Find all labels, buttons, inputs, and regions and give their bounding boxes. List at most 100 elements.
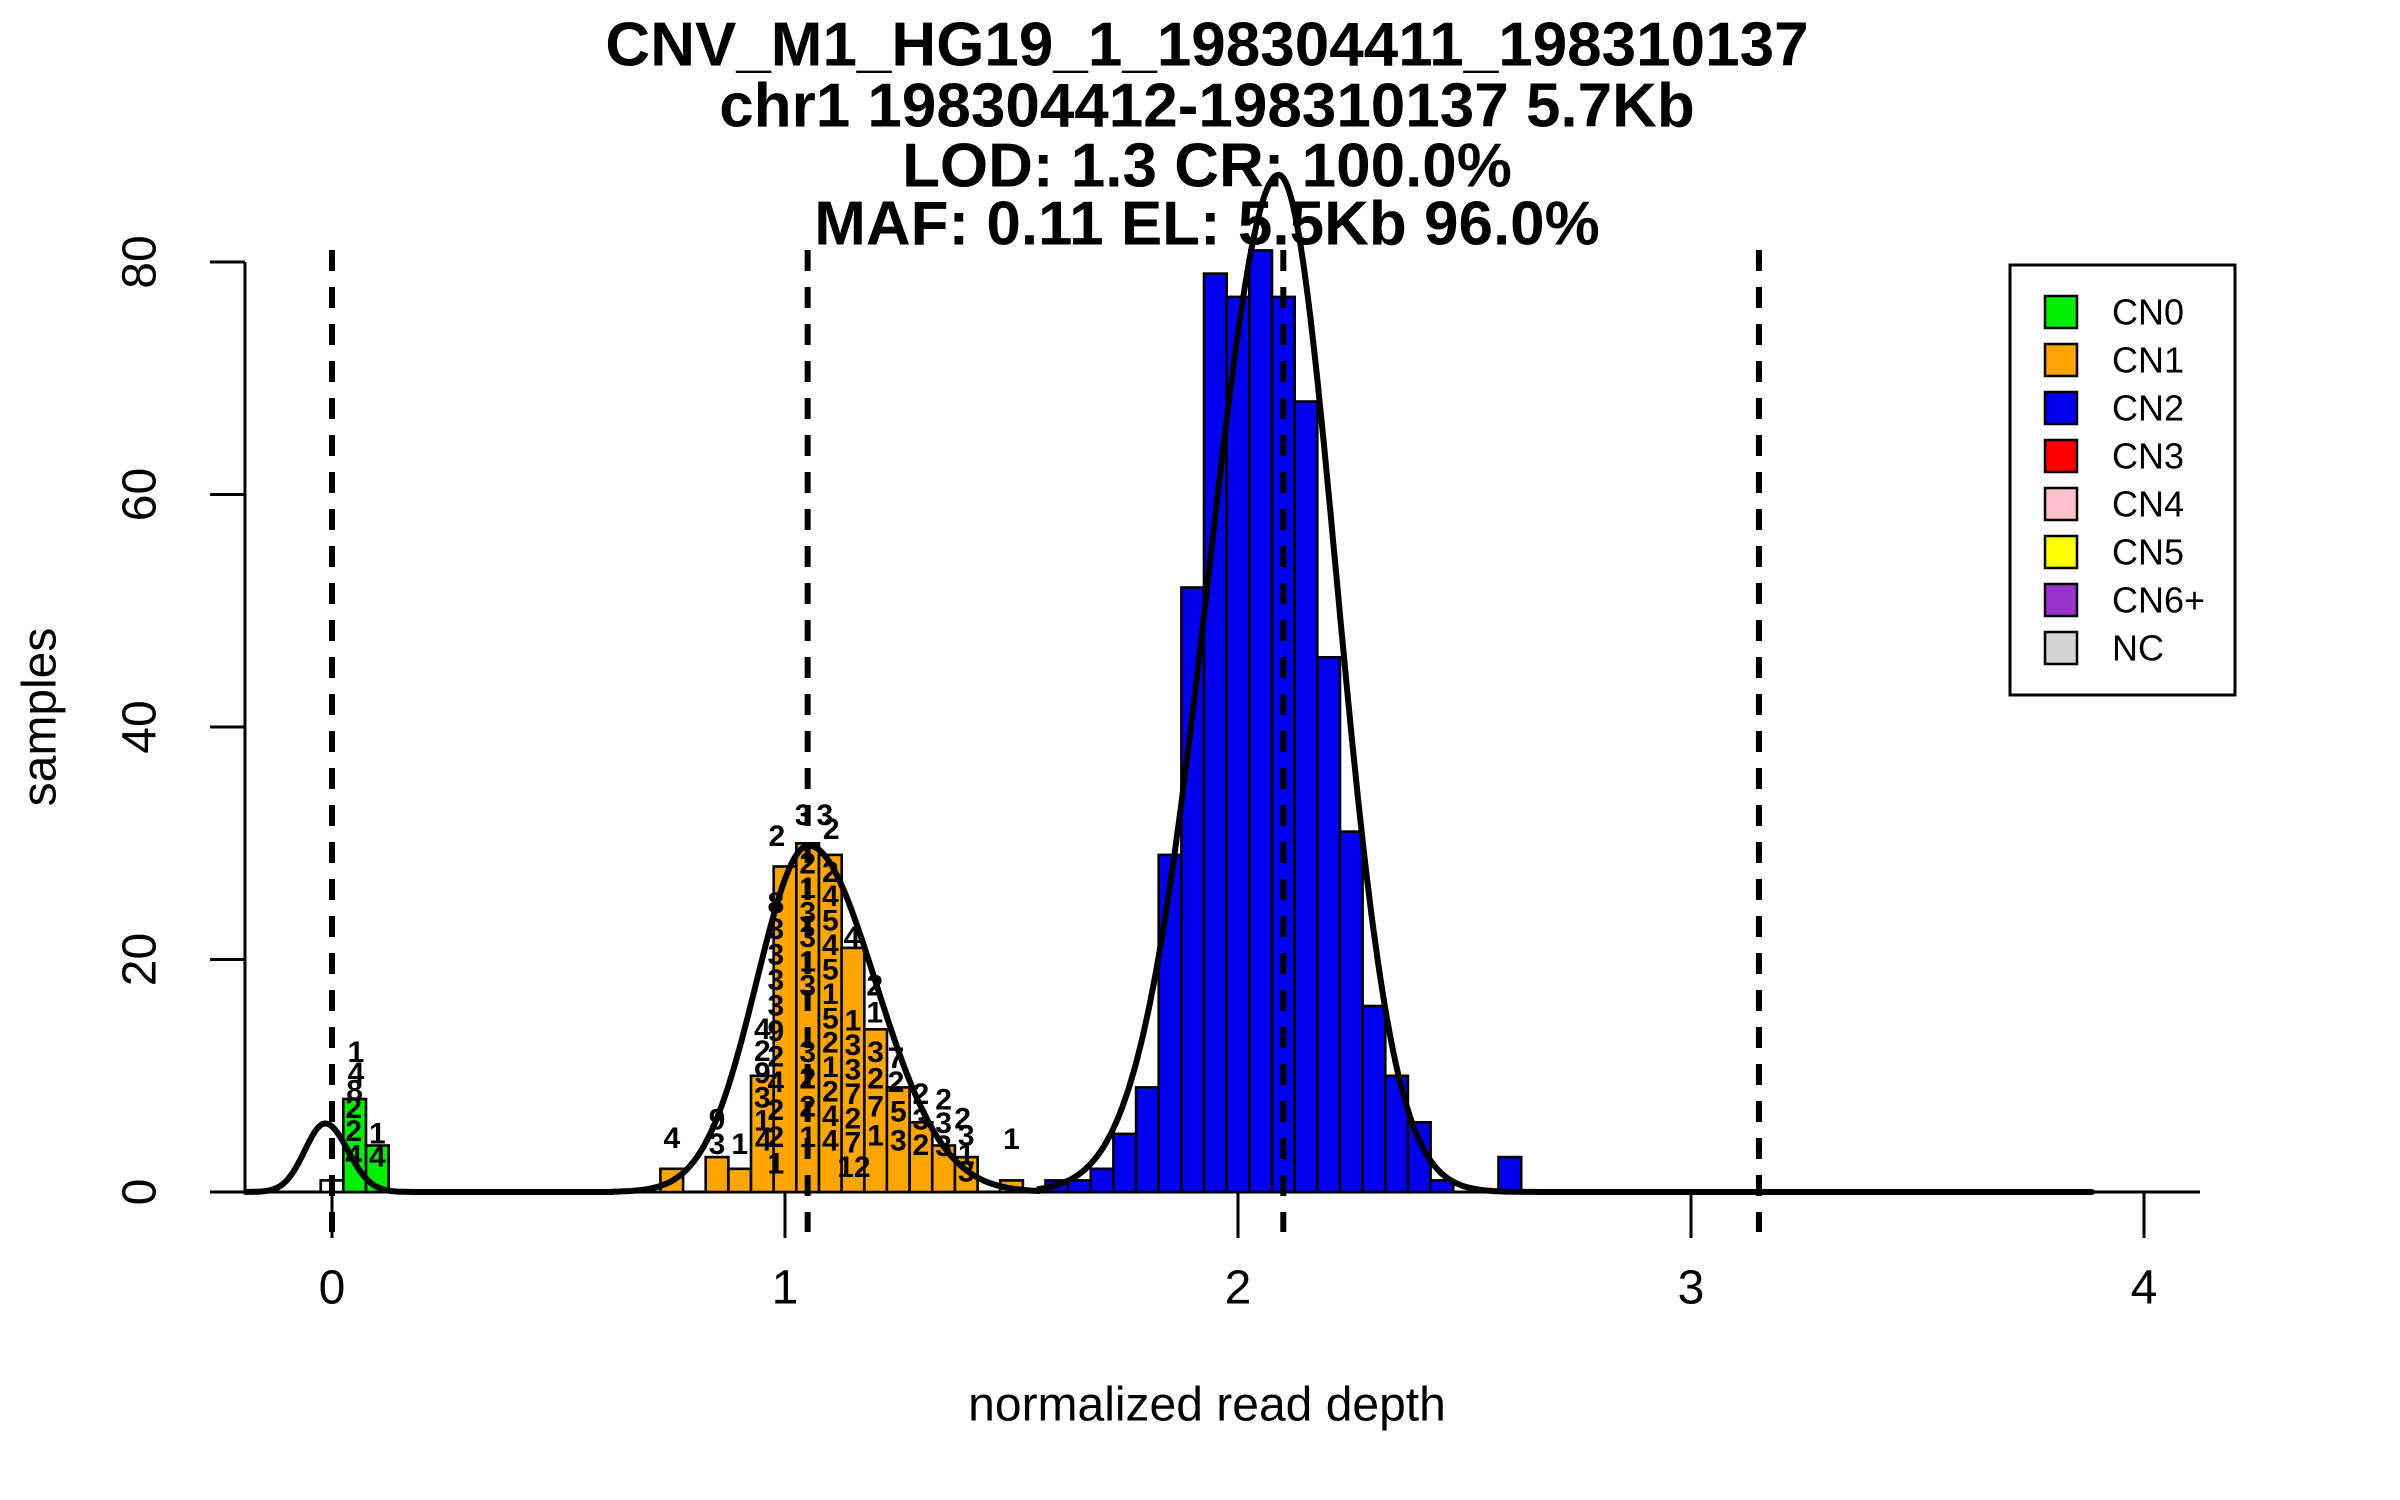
bar-count-label: 4 [768,1066,785,1099]
bar-count-label: 3 [799,970,816,1003]
y-axis-tick-label: 20 [114,933,167,986]
bar-count-label: 3 [768,990,785,1023]
bar-count-label: 5 [890,1095,907,1128]
bar-count-label: 9 [754,1057,771,1090]
bar-count-label: 2 [768,1094,785,1127]
bar-count-label: 1 [866,997,883,1030]
histogram-bar-cn2 [1225,295,1251,1194]
histogram-bar-cn2 [1112,1132,1138,1194]
histogram-bar-cn2 [1338,830,1364,1194]
x-axis-title: normalized read depth [968,1379,1446,1432]
histogram-bar-cn2 [1316,655,1342,1194]
copy-number-dashed-lines [329,250,1762,1232]
bar-count-label: 3 [913,1103,930,1136]
bar-count-label: 4 [663,1122,680,1155]
bar-count-label: 3 [817,799,834,832]
histogram-bars [319,249,1523,1194]
legend-label-cn2: CN2 [2112,388,2184,429]
bar-count-label: 2 [754,1035,771,1068]
bar-count-label: 2 [954,1102,971,1135]
bar-count-label: 2 [799,848,816,881]
bar-count-label: 2 [768,1121,785,1154]
legend-label-cn0: CN0 [2112,292,2184,333]
bar-count-label: 1 [822,978,839,1011]
bar-count-label: 3 [890,1124,907,1157]
bar-count-label: 7 [867,1091,884,1124]
title-line-3: LOD: 1.3 CR: 100.0% [902,132,1512,201]
bar-count-label: 3 [754,1081,771,1114]
bar-count-label: 1 [768,1148,785,1181]
bar-count-label: 3 [709,1128,726,1161]
bar-count-label: 4 [822,880,839,913]
legend-label-cn3: CN3 [2112,436,2184,477]
legend-swatch-cn5 [2043,534,2079,570]
bar-count-label: 3 [935,1107,952,1140]
bar-count-label: 4 [844,921,861,954]
histogram-bar-cn2 [1157,853,1183,1194]
histogram-bar-cn2 [1202,272,1229,1194]
bar-count-label: 3 [799,1036,816,1069]
fit-curve-CN0-fit [242,1120,616,1195]
bar-count-label: 4 [822,929,839,962]
bar-count-label: 2 [888,1066,905,1099]
bar-count-label: 2 [799,1091,816,1124]
histogram-bar-cn1 [704,1155,730,1194]
title-line-2: chr1 198304412-198310137 5.7Kb [719,72,1695,141]
bar-count-label: 7 [888,1042,905,1075]
bar-count-label: 3 [799,921,816,954]
bar-count-label: 9 [709,1103,726,1136]
bar-count-label: 9 [768,1015,785,1048]
histogram-bar-cn2 [1180,586,1206,1194]
x-axis-tick-label: 2 [1225,1262,1252,1315]
bar-count-label: 2 [345,1092,362,1125]
legend: CN0 CN1 CN2 CN3 CN4 CN5 CN6+ NC [2008,263,2237,697]
bar-count-label: 4 [369,1141,386,1174]
bar-count-label: 2 [768,820,785,853]
legend-label-cn6: CN6+ [2112,580,2205,621]
bar-count-label: 1 [799,1121,816,1154]
bar-count-label: 3 [768,913,785,946]
y-axis-tick-label: 60 [114,468,167,521]
bar-count-label: 3 [935,1130,952,1163]
legend-swatch-nc [2043,630,2079,666]
legend-swatch-cn1 [2043,342,2079,378]
bar-count-label: 3 [768,964,785,997]
bar-count-label: 2 [799,1063,816,1096]
bar-count-label: 1 [369,1117,386,1150]
legend-label-cn5: CN5 [2112,532,2184,573]
legend-label-nc: NC [2112,628,2164,669]
histogram-bar-cn2 [1429,1179,1455,1194]
fit-curve-CN2-fit [1035,171,2095,1195]
bar-count-label: 1 [845,1005,862,1038]
legend-swatch-cn0 [2043,294,2079,330]
bar-count-label: 3 [958,1156,975,1189]
bar-count-label: 3 [768,938,785,971]
bar-count-label: 5 [822,954,839,987]
y-axis-title: samples [14,628,67,807]
bar-count-label: 1 [754,1105,771,1138]
bar-count-label: 4 [345,1140,362,1173]
bar-count-label: 1 [867,1120,884,1153]
histogram-bar-cn2 [1134,1086,1161,1194]
y-axis-tick-label: 0 [114,1179,167,1206]
bar-count-label: 2 [822,856,839,889]
legend-swatch-cn6 [2043,582,2079,618]
bar-count-label: 12 [837,1151,870,1184]
bar-count-label: 5 [822,905,839,938]
histogram-bar-cn2 [1361,1004,1387,1194]
fit-curve-CN1-fit [609,842,1042,1195]
bar-count-label: 2 [913,1078,930,1111]
x-axis-tick-label: 4 [2131,1262,2158,1315]
histogram-bar-cn2 [1089,1167,1115,1194]
bar-count-label: 2 [913,1129,930,1162]
y-axis-tick-label: 40 [114,700,167,753]
legend-box [2008,263,2237,697]
bar-count-label: 1 [1003,1123,1020,1156]
bar-count-label: 4 [822,1100,839,1133]
bar-count-label: 1 [731,1128,748,1161]
legend-swatch-cn3 [2043,438,2079,474]
title-line-1: CNV_M1_HG19_1_198304411_198310137 [605,11,1808,80]
bar-count-label: 5 [822,1002,839,1035]
